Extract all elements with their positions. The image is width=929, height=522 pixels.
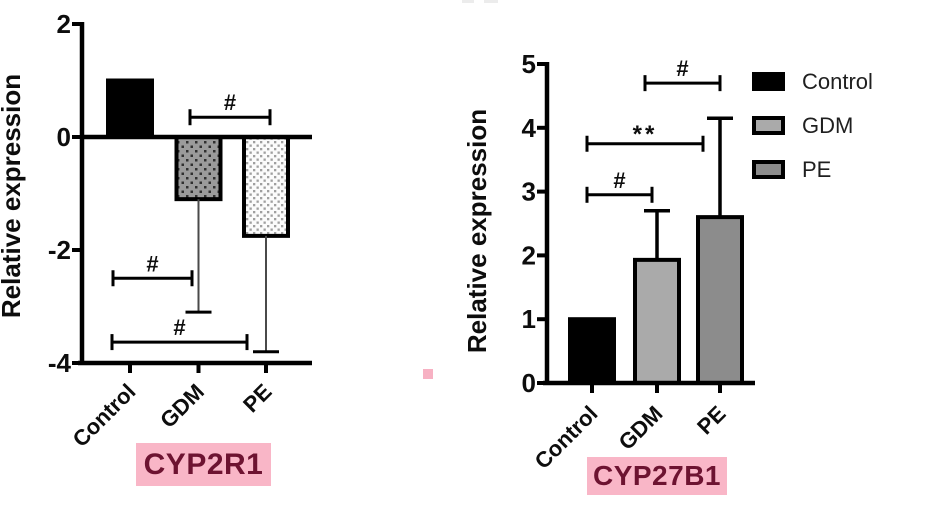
sig-label: # (146, 251, 158, 276)
bar-gdm (633, 257, 681, 385)
y-tick-label: -2 (48, 235, 71, 265)
legend-swatch-control-icon (752, 72, 785, 91)
gene-label-cyp2r1: CYP2R1 (136, 443, 271, 486)
legend-swatch-pe-icon (752, 160, 785, 179)
legend-item-gdm: GDM (752, 113, 873, 138)
legend-item-control: Control (752, 69, 873, 94)
sig-label: # (224, 90, 236, 115)
legend: Control GDM PE (752, 69, 873, 182)
x-category-label-gdm: GDM (614, 401, 668, 455)
sig-label: # (613, 168, 625, 193)
x-category-label-pe: PE (692, 401, 730, 439)
y-tick-label: 0 (522, 368, 536, 398)
bar-control (568, 317, 616, 386)
y-tick-label: 1 (522, 304, 536, 334)
legend-label-pe: PE (802, 157, 832, 182)
y-tick-label: 3 (522, 177, 536, 207)
sig-label: # (173, 315, 185, 340)
y-axis-title: Relative expression (462, 109, 492, 353)
legend-label-control: Control (802, 69, 873, 94)
y-tick-label: 2 (57, 9, 71, 39)
y-tick-label: 2 (522, 240, 536, 270)
pink-square-artifact (423, 369, 433, 379)
legend-label-gdm: GDM (802, 113, 854, 138)
y-tick-label: 5 (522, 49, 536, 79)
x-category-label-gdm: GDM (155, 379, 209, 433)
legend-swatch-gdm-icon (752, 116, 785, 135)
bar-pe (242, 135, 290, 238)
bar-gdm (174, 135, 223, 202)
sig-label: # (676, 56, 688, 81)
gene-label-cyp27b1: CYP27B1 (587, 457, 727, 495)
bar-pe (696, 215, 744, 385)
y-tick-label: 0 (57, 122, 71, 152)
y-tick-label: -4 (48, 348, 72, 378)
sig-label: ** (633, 121, 658, 148)
y-tick-label: 4 (522, 113, 537, 143)
y-axis-title: Relative expression (0, 74, 26, 318)
x-category-label-pe: PE (238, 379, 276, 417)
x-category-label-control: Control (68, 379, 141, 452)
top-edge-smudge-artifact (462, 0, 502, 3)
bar-control (106, 78, 154, 139)
legend-item-pe: PE (752, 157, 873, 182)
